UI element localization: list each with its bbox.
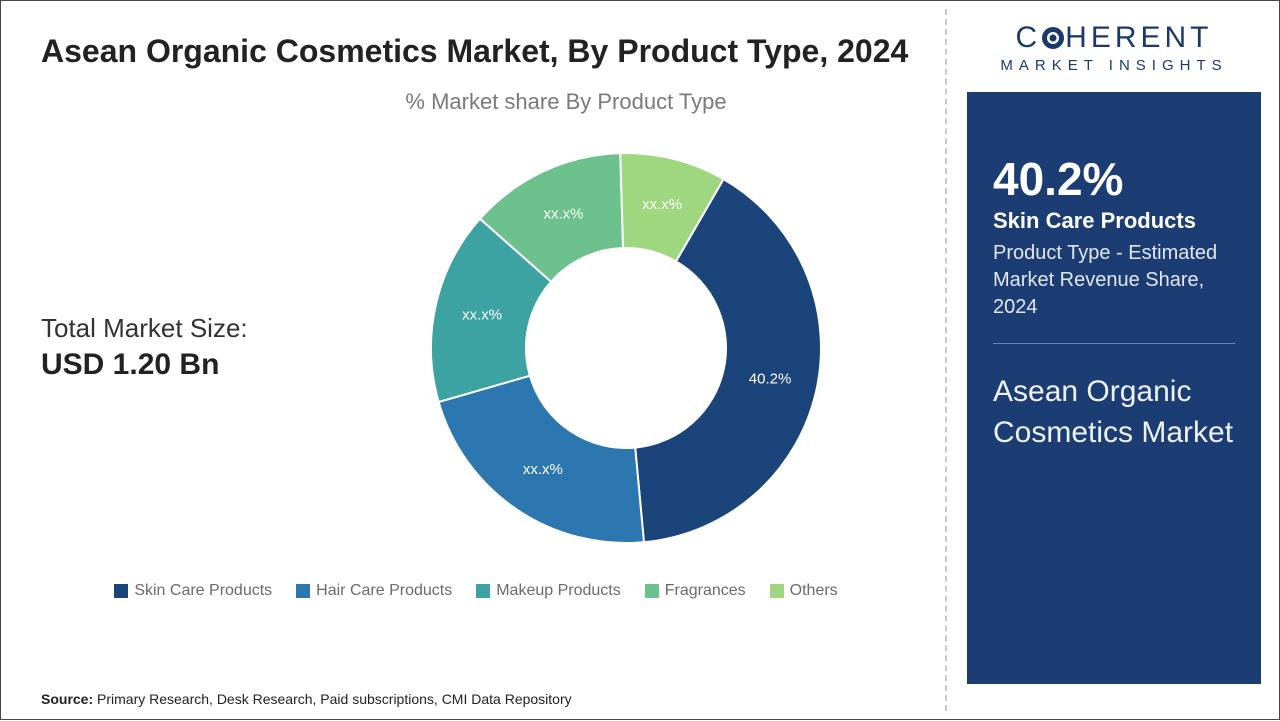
legend-swatch — [296, 584, 310, 598]
highlight-percent-label: Skin Care Products — [993, 208, 1235, 234]
vertical-divider — [945, 9, 947, 711]
market-size-block: Total Market Size: USD 1.20 Bn — [41, 313, 341, 382]
donut-slice-label: xx.x% — [543, 205, 583, 222]
legend-item: Hair Care Products — [296, 582, 452, 600]
legend-item: Skin Care Products — [114, 582, 272, 600]
legend-label: Skin Care Products — [134, 582, 272, 600]
legend-swatch — [770, 584, 784, 598]
legend-label: Fragrances — [665, 582, 746, 600]
legend-swatch — [476, 584, 490, 598]
legend-item: Makeup Products — [476, 582, 621, 600]
market-size-label: Total Market Size: — [41, 313, 331, 344]
logo-tagline: MARKET INSIGHTS — [967, 57, 1261, 74]
panel-divider — [993, 343, 1235, 344]
chart-container: 40.2% xx.x% xx.x% xx.x% xx.x% — [341, 128, 911, 568]
donut-slice-label: xx.x% — [642, 195, 682, 212]
logo-brand-right: HERENT — [1065, 21, 1212, 54]
highlight-market-name: Asean Organic Cosmetics Market — [993, 372, 1235, 453]
legend-label: Others — [790, 582, 838, 600]
legend-swatch — [645, 584, 659, 598]
page-title: Asean Organic Cosmetics Market, By Produ… — [41, 31, 911, 71]
legend: Skin Care Products Hair Care Products Make… — [41, 582, 911, 600]
donut-slice-label: xx.x% — [523, 460, 563, 477]
logo: C HERENT MARKET INSIGHTS — [967, 21, 1261, 74]
right-area: C HERENT MARKET INSIGHTS 40.2% Skin Care … — [949, 1, 1279, 721]
legend-item: Others — [770, 582, 838, 600]
legend-label: Hair Care Products — [316, 582, 452, 600]
donut-slice-label: xx.x% — [462, 306, 502, 323]
source-line: Source: Primary Research, Desk Research,… — [41, 691, 572, 707]
highlight-panel: 40.2% Skin Care Products Product Type - … — [967, 92, 1261, 684]
source-label: Source: — [41, 691, 93, 707]
source-text: Primary Research, Desk Research, Paid su… — [93, 691, 572, 707]
main-area: Asean Organic Cosmetics Market, By Produ… — [1, 1, 941, 721]
donut-slice-label: 40.2% — [749, 370, 792, 387]
donut-chart: 40.2% xx.x% xx.x% xx.x% xx.x% — [406, 128, 846, 568]
logo-o-icon — [1042, 27, 1064, 49]
highlight-percent-desc: Product Type - Estimated Market Revenue … — [993, 240, 1235, 321]
highlight-percent: 40.2% — [993, 152, 1235, 206]
content-row: Total Market Size: USD 1.20 Bn 40.2% xx.x… — [41, 125, 911, 570]
donut-slice — [439, 375, 644, 542]
legend-label: Makeup Products — [496, 582, 621, 600]
logo-brand: C HERENT — [967, 21, 1261, 55]
market-size-value: USD 1.20 Bn — [41, 348, 331, 382]
legend-swatch — [114, 584, 128, 598]
logo-brand-left: C — [1015, 21, 1041, 54]
legend-item: Fragrances — [645, 582, 746, 600]
chart-subtitle: % Market share By Product Type — [41, 89, 911, 115]
